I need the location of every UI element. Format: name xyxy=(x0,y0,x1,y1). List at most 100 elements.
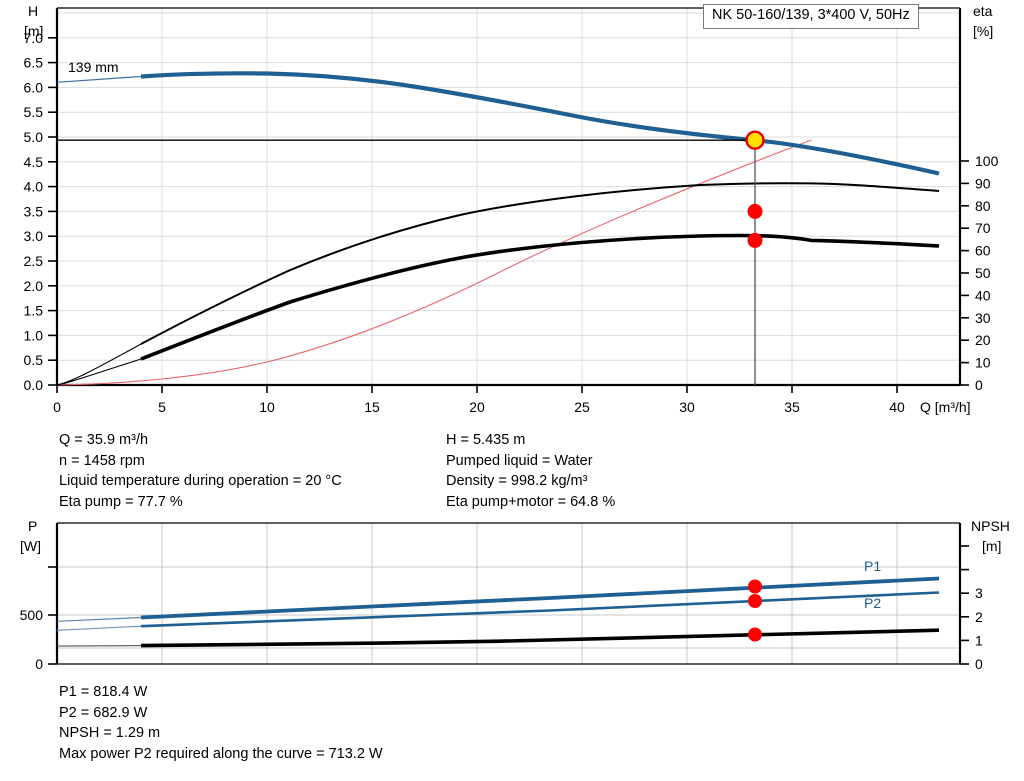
top-chart-horizontal-gridlines xyxy=(57,12,960,386)
eta-tick-1: 10 xyxy=(975,355,991,371)
p1-curve-label: P1 xyxy=(864,558,881,574)
top-chart-frame xyxy=(55,7,962,387)
eta-tick-10: 100 xyxy=(975,153,999,169)
y-tick-3: 1.5 xyxy=(24,303,44,319)
p1-duty-marker xyxy=(748,579,762,594)
bottom-chart-left-axis-title-line2: [W] xyxy=(20,538,41,554)
x-tick-8: 40 xyxy=(889,399,905,415)
power-info-max-p2: Max power P2 required along the curve = … xyxy=(59,745,383,762)
y-tick-7: 3.5 xyxy=(24,203,44,219)
npsh-curve-extension xyxy=(56,645,142,647)
duty-info-n: n = 1458 rpm xyxy=(59,452,145,469)
power-info-p2: P2 = 682.9 W xyxy=(59,704,148,721)
head-efficiency-chart: 0.0 0.5 1.0 1.5 2.0 2.5 3.0 3.5 4.0 4.5 … xyxy=(24,3,999,415)
bottom-chart-right-axis-title-line2: [m] xyxy=(982,538,1001,554)
head-curve-extension xyxy=(56,75,142,83)
duty-info-right-column: H = 5.435 m Pumped liquid = Water Densit… xyxy=(446,430,615,512)
p-tick-500: 500 xyxy=(20,607,44,623)
p2-duty-marker xyxy=(748,594,762,608)
x-tick-2: 10 xyxy=(259,399,275,415)
x-tick-1: 5 xyxy=(158,399,166,415)
duty-info-eta-pump-motor: Eta pump+motor = 64.8 % xyxy=(446,493,616,510)
system-curve xyxy=(56,139,812,386)
eta-pump-motor-curve xyxy=(140,233,940,361)
impeller-diameter-label: 139 mm xyxy=(68,59,119,75)
y-tick-0: 0.0 xyxy=(24,377,44,393)
x-tick-4: 20 xyxy=(469,399,485,415)
y-tick-2: 1.0 xyxy=(24,327,44,343)
eta-pump-curve-main xyxy=(140,182,940,345)
duty-info-eta-pump: Eta pump = 77.7 % xyxy=(59,493,183,510)
duty-info-pumped-liquid: Pumped liquid = Water xyxy=(446,452,593,469)
eta-tick-5: 50 xyxy=(975,265,991,281)
power-info-npsh: NPSH = 1.29 m xyxy=(59,725,161,741)
eta-tick-4: 40 xyxy=(975,287,991,303)
top-chart-vertical-gridlines xyxy=(161,8,898,385)
npsh-tick-0: 0 xyxy=(975,656,983,672)
duty-info-liquid-temp: Liquid temperature during operation = 20… xyxy=(59,473,342,489)
npsh-tick-3: 3 xyxy=(975,585,983,601)
p1-curve xyxy=(140,576,940,620)
head-curve xyxy=(140,71,940,176)
power-info-p1: P1 = 818.4 W xyxy=(59,684,148,700)
duty-info-h: H = 5.435 m xyxy=(446,432,526,448)
bottom-chart-right-ticks xyxy=(960,545,969,665)
top-chart-right-axis-title-line1: eta xyxy=(973,3,993,19)
y-tick-6: 3.0 xyxy=(24,228,44,244)
top-chart-left-axis-title-line2: [m] xyxy=(24,23,43,39)
y-tick-4: 2.0 xyxy=(24,278,44,294)
npsh-duty-marker xyxy=(748,627,762,642)
eta-tick-0: 0 xyxy=(975,377,983,393)
x-tick-6: 30 xyxy=(679,399,695,415)
x-tick-3: 15 xyxy=(364,399,380,415)
y-tick-13: 6.5 xyxy=(24,55,44,71)
bottom-chart-left-ticks xyxy=(48,566,57,665)
npsh-tick-1: 1 xyxy=(975,632,983,648)
p1-curve-extension xyxy=(56,616,142,622)
top-chart-left-tick-labels: 0.0 0.5 1.0 1.5 2.0 2.5 3.0 3.5 4.0 4.5 … xyxy=(24,30,44,393)
eta-pump-motor-duty-marker xyxy=(747,232,763,248)
eta-tick-3: 30 xyxy=(975,310,991,326)
bottom-chart-horizontal-gridlines xyxy=(57,566,960,649)
power-info-block: P1 = 818.4 W P2 = 682.9 W NPSH = 1.29 m … xyxy=(59,682,383,764)
top-chart-left-axis-title-line1: H xyxy=(28,3,38,19)
bottom-chart-right-axis-title-line1: NPSH xyxy=(971,518,1010,534)
y-tick-14: 7.0 xyxy=(24,30,44,46)
bottom-chart-left-axis-title-line1: P xyxy=(28,518,37,534)
top-chart-right-tick-labels: 0 10 20 30 40 50 60 70 80 90 100 xyxy=(975,153,999,393)
duty-info-density: Density = 998.2 kg/m³ xyxy=(446,473,588,489)
npsh-tick-2: 2 xyxy=(975,609,983,625)
npsh-curve xyxy=(140,628,940,648)
eta-tick-2: 20 xyxy=(975,332,991,348)
eta-tick-8: 80 xyxy=(975,198,991,214)
power-npsh-chart: 0 500 P [W] 0 1 2 3 NPSH [m] xyxy=(20,518,1010,672)
p2-curve xyxy=(140,591,940,628)
top-chart-right-ticks xyxy=(960,160,969,386)
duty-info-q: Q = 35.9 m³/h xyxy=(59,432,149,448)
p-tick-0: 0 xyxy=(35,656,43,672)
y-tick-1: 0.5 xyxy=(24,352,44,368)
eta-pump-duty-marker xyxy=(747,203,763,219)
y-tick-11: 5.5 xyxy=(24,104,44,120)
top-chart-right-axis-title-line2: [%] xyxy=(973,23,993,39)
eta-pump-curve xyxy=(56,343,142,386)
pump-title-box: NK 50-160/139, 3*400 V, 50Hz xyxy=(703,4,919,29)
pump-title-text: NK 50-160/139, 3*400 V, 50Hz xyxy=(712,7,910,23)
y-tick-8: 4.0 xyxy=(24,179,44,195)
duty-info-left-column: Q = 35.9 m³/h n = 1458 rpm Liquid temper… xyxy=(59,430,342,512)
x-tick-0: 0 xyxy=(53,399,61,415)
top-chart-x-ticks xyxy=(56,385,898,393)
x-tick-7: 35 xyxy=(784,399,800,415)
bottom-chart-frame xyxy=(55,522,962,665)
eta-pump-motor-curve-start xyxy=(56,358,142,386)
y-tick-12: 6.0 xyxy=(24,79,44,95)
y-tick-5: 2.5 xyxy=(24,253,44,269)
duty-point-marker[interactable] xyxy=(745,130,765,150)
top-chart-left-ticks xyxy=(48,36,57,386)
p2-curve-extension xyxy=(56,625,142,631)
y-tick-10: 5.0 xyxy=(24,129,44,145)
y-tick-9: 4.5 xyxy=(24,154,44,170)
top-chart-x-tick-labels: 0 5 10 15 20 25 30 35 40 xyxy=(53,399,905,415)
x-tick-5: 25 xyxy=(574,399,590,415)
